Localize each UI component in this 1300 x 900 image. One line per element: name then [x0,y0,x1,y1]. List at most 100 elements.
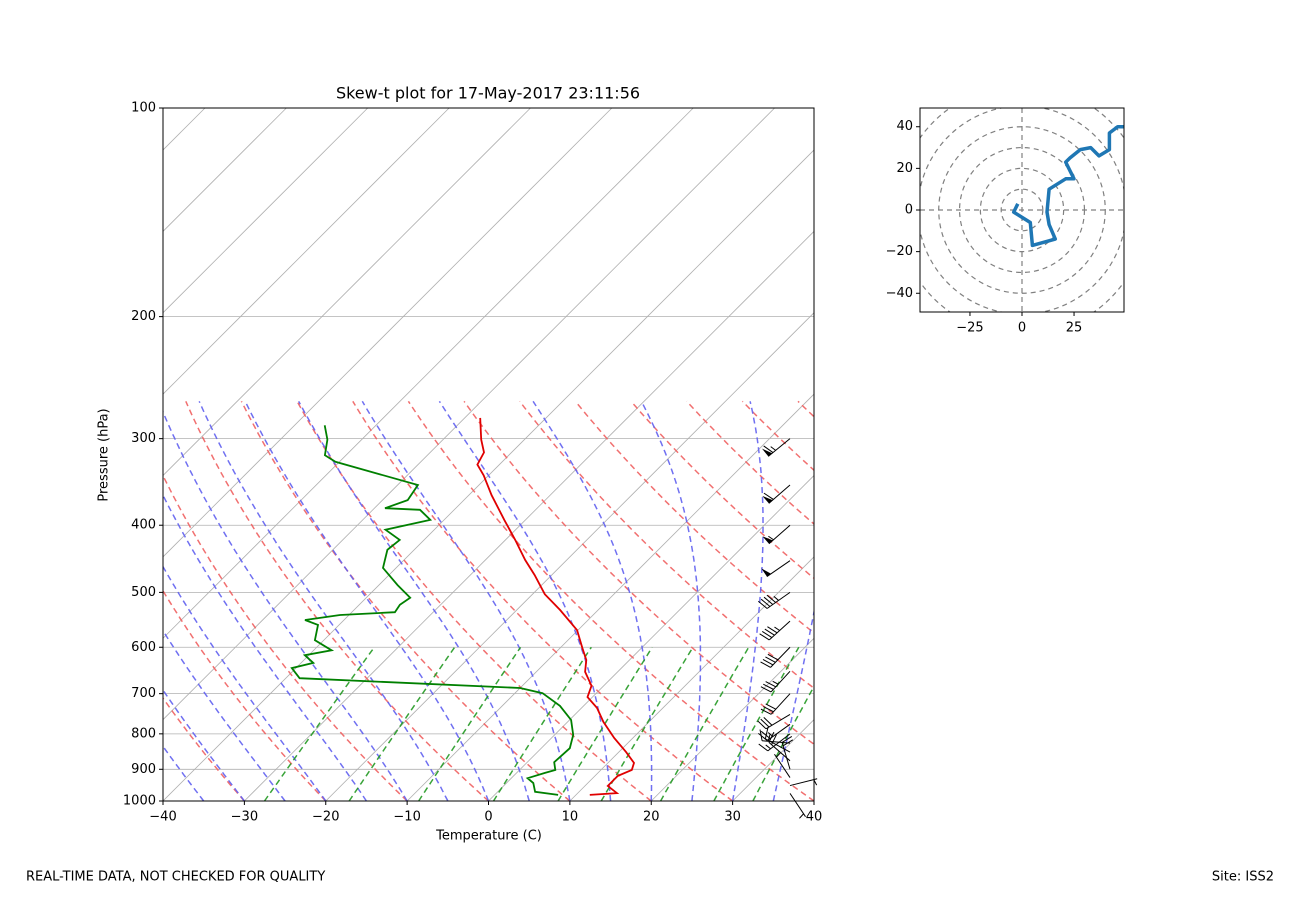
moist-adiabat [361,400,571,801]
y-tick-label: −40 [886,286,913,301]
barb-staff [768,741,791,762]
y-axis-label: Pressure (hPa) [97,408,112,501]
barb-feather [765,656,776,663]
profile-line [476,417,635,796]
dry-adiabat [163,696,245,801]
barb-feather [760,718,770,728]
barb-staff [766,560,791,577]
barb-feather [760,730,771,739]
y-tick-label: 500 [131,585,156,600]
range-ring [979,167,1065,253]
barb-feather [760,708,772,715]
wind-barb [761,438,791,457]
wind-barb [757,591,791,609]
y-tick-label: 1000 [123,794,156,809]
dry-adiabat [352,400,734,801]
barb-pennant [762,536,773,544]
y-tick-label: −20 [886,244,913,259]
x-tick-label: −25 [956,321,983,336]
hodograph-area [920,108,1124,312]
moist-adiabat [772,608,814,801]
x-tick-label: −30 [231,810,258,825]
barb-feather [761,631,773,638]
profile-line [290,425,575,796]
barb-staff [770,646,791,668]
y-tick-label: 900 [131,762,156,777]
barb-feather [757,720,767,730]
wind-barb [762,524,791,545]
moist-adiabat [163,410,408,801]
x-tick-label: 0 [1018,321,1026,336]
plot-area [163,108,814,801]
moist-adiabat [532,400,653,801]
barb-staff [789,793,806,817]
barb-feather [764,628,775,636]
wind-barb [759,620,791,641]
barb-half [765,744,771,750]
moist-adiabat [198,400,449,801]
wind-barb [758,733,791,752]
moist-adiabat [163,565,327,801]
dry-adiabat [630,400,814,580]
wind-barb [789,778,818,787]
barb-feather [763,716,773,726]
barb-staff [765,713,791,730]
barb-feather [758,743,769,752]
x-tick-label: 10 [562,810,579,825]
moist-adiabat [163,493,368,801]
x-tick-label: −40 [149,810,176,825]
dry-adiabat [185,400,489,801]
barb-feather [762,658,774,666]
barb-feather [763,596,774,605]
isotherm [406,393,814,801]
y-tick-label: 400 [131,518,156,533]
barb-feather [758,732,768,741]
wind-barb [760,671,791,693]
mixing-ratio-line [263,646,375,801]
mixing-ratio-line [557,646,653,801]
isotherm [163,108,287,232]
y-tick-label: 600 [131,640,156,655]
isotherm [163,108,450,395]
wind-barb [758,723,791,741]
plot-frame [162,107,815,802]
barb-staff [774,753,791,778]
barb-staff [781,742,791,770]
y-tick-label: 20 [896,161,913,176]
barb-staff [762,740,791,744]
y-tick-label: 100 [131,101,156,116]
y-tick-label: 0 [905,203,913,218]
dry-adiabat [407,400,814,801]
wind-barb [757,713,791,730]
barb-staff [770,693,791,715]
wind-barb [789,793,806,819]
barb-feather [760,598,771,607]
moist-adiabat [244,400,490,801]
y-tick-label: 800 [131,726,156,741]
barb-feather [763,683,774,690]
barb-feather [781,736,793,743]
moist-adiabat [298,400,530,801]
barb-feather [763,706,774,713]
x-tick-label: 40 [806,810,823,825]
x-tick-label: −10 [393,810,420,825]
barb-half [768,535,774,541]
barb-staff [766,723,791,741]
moist-adiabat [163,629,286,801]
mixing-ratio-line [492,646,592,801]
barb-feather [766,594,777,603]
barb-half [799,813,804,819]
chart-title: Skew-t plot for 17-May-2017 23:11:56 [336,84,640,103]
x-tick-label: 0 [484,810,492,825]
dry-adiabat [163,474,408,801]
mixing-ratio-line [713,646,800,801]
isotherm [325,312,814,801]
dry-adiabat [463,400,814,746]
isotherm [569,556,814,801]
barb-staff [789,778,818,787]
wind-barb [774,752,791,778]
y-tick-label: 300 [131,431,156,446]
barb-pennant [762,495,773,504]
dry-adiabat [296,400,652,801]
